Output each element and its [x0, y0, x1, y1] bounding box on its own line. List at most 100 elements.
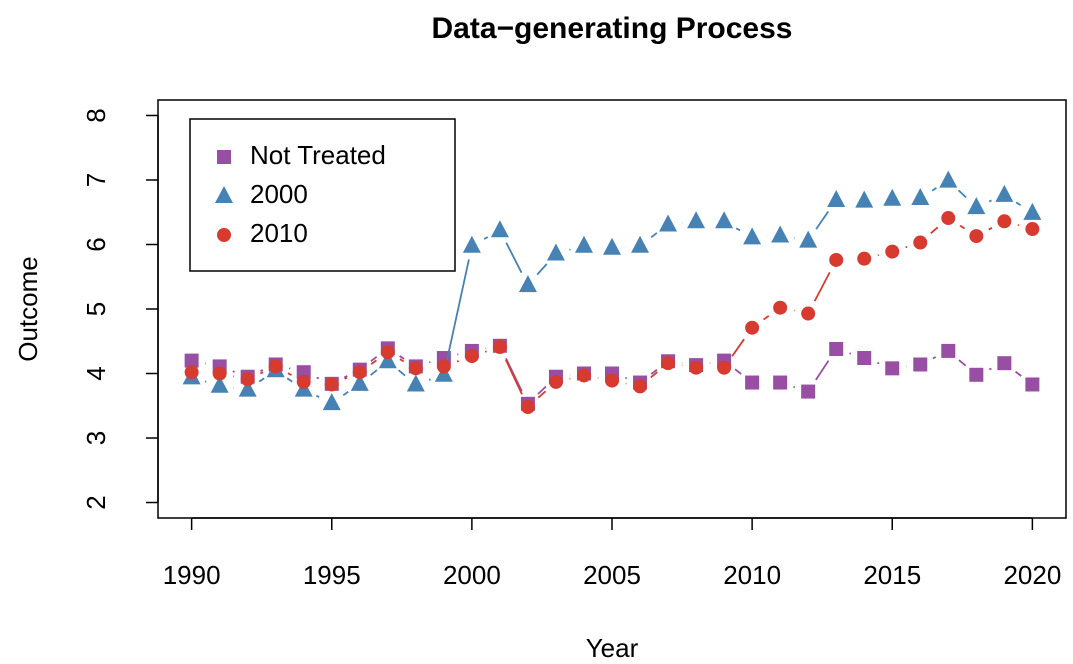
point [743, 227, 762, 245]
point [296, 365, 311, 380]
point [857, 351, 872, 366]
connector [1015, 201, 1022, 207]
point [631, 235, 650, 253]
point [1025, 222, 1040, 237]
connector [650, 371, 658, 379]
point [857, 251, 872, 266]
connector [286, 377, 293, 383]
connector [988, 199, 992, 203]
point [406, 374, 425, 392]
point [885, 361, 900, 376]
connector [260, 371, 264, 375]
x-axis-label: Year [586, 633, 639, 663]
point [184, 353, 199, 368]
legend-marker [217, 150, 231, 164]
point [939, 170, 958, 188]
point [941, 211, 956, 226]
connector [342, 391, 349, 396]
point [913, 357, 928, 372]
point [464, 349, 479, 364]
point [520, 400, 535, 415]
point [574, 235, 593, 253]
x-tick-label: 2015 [863, 560, 921, 590]
point [352, 365, 367, 380]
connector [650, 232, 658, 239]
y-tick-label: 5 [81, 302, 111, 316]
point [659, 214, 678, 232]
connector [734, 368, 742, 375]
point [995, 184, 1014, 202]
legend-label: 2010 [250, 218, 308, 248]
point [436, 359, 451, 374]
point [546, 243, 565, 261]
connector [428, 378, 431, 381]
point [576, 368, 591, 383]
y-tick-label: 2 [81, 495, 111, 509]
point [603, 237, 621, 255]
point [548, 374, 563, 389]
point [969, 367, 984, 382]
x-tick-label: 1990 [163, 560, 221, 590]
point [801, 384, 816, 399]
connector [260, 369, 264, 372]
connector [1014, 370, 1022, 377]
connector [988, 227, 993, 231]
point [210, 375, 229, 393]
y-tick-label: 6 [81, 237, 111, 251]
connector [813, 271, 831, 302]
point [296, 374, 311, 389]
connector [957, 189, 967, 199]
legend-label: Not Treated [250, 140, 386, 170]
connector [287, 372, 292, 376]
point [773, 300, 788, 315]
point [967, 197, 986, 215]
y-tick-label: 4 [81, 366, 111, 380]
connector [344, 377, 348, 380]
chart-title: Data−generating Process [432, 12, 793, 45]
point [462, 235, 481, 253]
point [661, 356, 676, 371]
point [773, 375, 788, 390]
connector [815, 210, 829, 230]
point [913, 235, 928, 250]
point [801, 306, 816, 321]
point [408, 361, 423, 376]
point [911, 188, 930, 206]
connector [445, 259, 470, 362]
connector [536, 263, 548, 276]
point [969, 229, 984, 244]
connector [315, 394, 320, 398]
y-axis-label: Outcome [13, 256, 43, 362]
connector [505, 242, 523, 274]
connector [316, 376, 320, 380]
connector [343, 375, 348, 379]
legend-box [189, 118, 456, 272]
connector [398, 369, 406, 377]
point [689, 360, 704, 375]
point [380, 345, 395, 360]
y-tick-label: 8 [81, 108, 111, 122]
point [322, 393, 341, 411]
connector [370, 369, 378, 376]
connector [505, 359, 523, 395]
connector [988, 367, 992, 371]
point [745, 320, 760, 335]
x-tick-label: 2010 [723, 560, 781, 590]
y-tick-label: 7 [81, 173, 111, 187]
legend-label: 2000 [250, 179, 308, 209]
point [350, 373, 369, 391]
point [715, 211, 734, 229]
x-tick-label: 2000 [443, 560, 501, 590]
connector [958, 359, 967, 367]
connector [456, 360, 460, 363]
connector [762, 315, 770, 321]
point [829, 252, 844, 267]
x-tick-label: 2005 [583, 560, 641, 590]
connector [399, 355, 405, 360]
legend-marker [217, 228, 231, 242]
x-tick-label: 1995 [303, 560, 361, 590]
point [883, 188, 902, 206]
connector [399, 358, 405, 363]
connector [537, 385, 547, 395]
